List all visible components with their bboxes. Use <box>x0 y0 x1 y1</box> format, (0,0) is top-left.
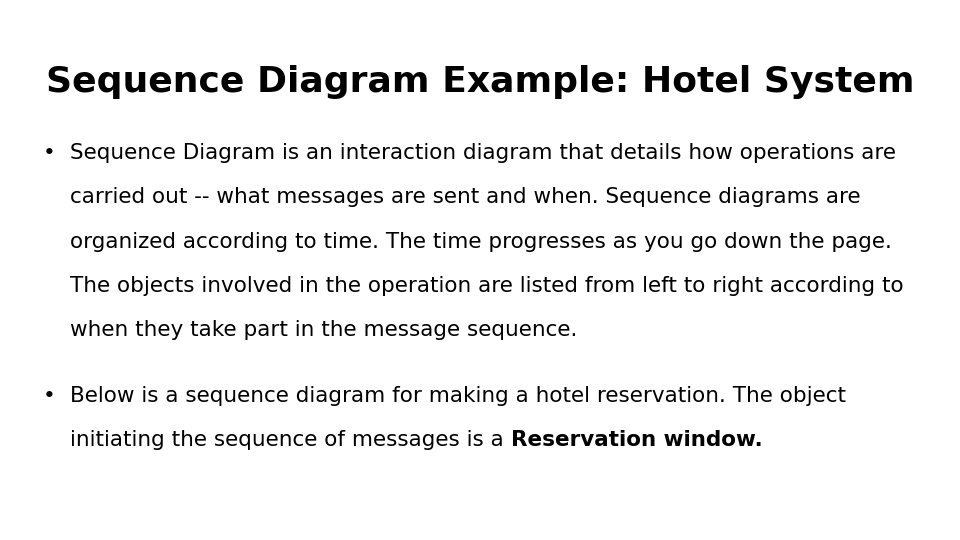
Text: carried out -- what messages are sent and when. Sequence diagrams are: carried out -- what messages are sent an… <box>70 187 861 207</box>
Text: Sequence Diagram is an interaction diagram that details how operations are: Sequence Diagram is an interaction diagr… <box>70 143 896 163</box>
Text: Below is a sequence diagram for making a hotel reservation. The object: Below is a sequence diagram for making a… <box>70 386 846 406</box>
Text: The objects involved in the operation are listed from left to right according to: The objects involved in the operation ar… <box>70 276 903 296</box>
Text: •: • <box>43 386 56 406</box>
Text: •: • <box>43 143 56 163</box>
Text: initiating the sequence of messages is a: initiating the sequence of messages is a <box>70 430 511 450</box>
Text: Reservation window.: Reservation window. <box>511 430 762 450</box>
Text: Sequence Diagram Example: Hotel System: Sequence Diagram Example: Hotel System <box>46 65 914 99</box>
Text: when they take part in the message sequence.: when they take part in the message seque… <box>70 320 578 340</box>
Text: organized according to time. The time progresses as you go down the page.: organized according to time. The time pr… <box>70 232 892 252</box>
